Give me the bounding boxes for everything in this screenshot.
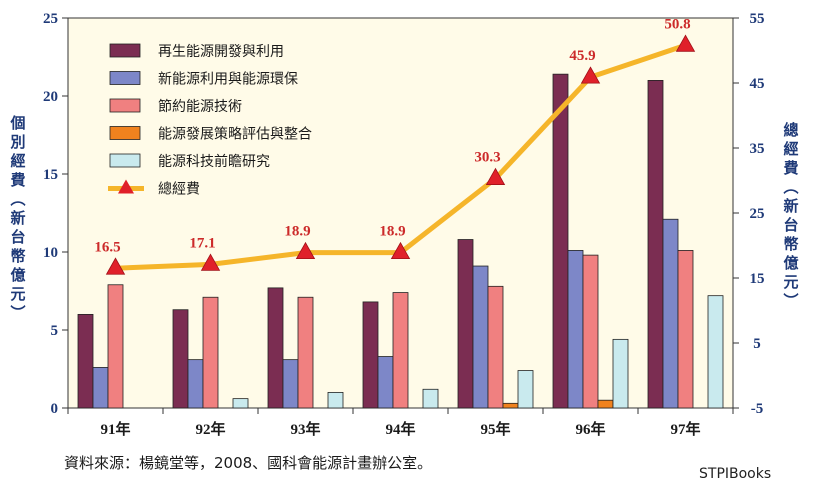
bar-1-4	[362, 301, 379, 409]
bar-3-4	[392, 292, 409, 409]
x-tick-label: 94年	[385, 420, 415, 438]
total-data-label: 16.5	[94, 239, 120, 255]
bar-2-5	[472, 265, 489, 409]
total-data-label: 18.9	[379, 224, 405, 240]
bar-5-3	[327, 391, 344, 409]
total-data-label: 50.8	[664, 16, 690, 32]
x-axis: 91年 92年 93年 94年 95年 96年 97年	[67, 408, 734, 438]
bar-2-6	[567, 250, 584, 409]
bar-3-5	[487, 285, 504, 409]
y-left-tick-label: 20	[43, 89, 58, 105]
source-note: 資料來源：楊鏡堂等，2008、國科會能源計畫辦公室。	[64, 454, 433, 472]
bar-5-5	[517, 370, 534, 409]
total-data-label: 17.1	[189, 235, 215, 251]
bar-2-4	[377, 356, 394, 409]
total-line-layer: 16.5 17.1 18.9 18.9 30.3 45.9 50.8	[94, 16, 696, 275]
legend-swatch	[109, 126, 141, 140]
bar-5-4	[422, 388, 439, 409]
legend-swatch	[109, 71, 141, 85]
y-left-tick-label: 10	[43, 245, 58, 261]
bar-layer	[77, 73, 724, 409]
legend-swatch	[109, 43, 141, 58]
bar-3-7	[677, 250, 694, 409]
total-marker	[295, 241, 316, 260]
bar-2-7	[662, 218, 679, 409]
legend-label: 新能源利用與能源環保	[158, 72, 298, 88]
bar-1-2	[172, 309, 189, 409]
y-right-tick-label: 55	[750, 11, 765, 27]
total-marker	[580, 66, 601, 84]
y-right-tick-label: 45	[750, 76, 765, 92]
x-tick-label: 97年	[670, 420, 700, 438]
x-tick-label: 92年	[195, 420, 225, 438]
legend-label: 再生能源開發與利用	[158, 44, 284, 60]
y-left-tick-label: 25	[43, 11, 58, 27]
bar-4-6	[597, 399, 614, 409]
y-axis-left-title: 個別經費︵新台幣億元︶	[9, 114, 25, 322]
y-axis-right: -5 5 15 25 35 45 55	[733, 11, 765, 417]
total-marker	[485, 167, 506, 185]
bar-1-1	[77, 313, 94, 409]
total-marker	[675, 34, 696, 52]
y-left-tick-label: 0	[51, 401, 59, 417]
y-left-tick-label: 5	[51, 323, 59, 339]
total-marker	[105, 257, 126, 275]
bar-3-3	[297, 296, 314, 409]
legend-label: 能源科技前瞻研究	[158, 153, 270, 170]
x-tick-label: 93年	[290, 420, 320, 438]
total-data-label: 45.9	[569, 48, 595, 64]
bar-3-2	[202, 296, 219, 409]
x-tick-label: 91年	[100, 420, 130, 438]
y-right-tick-label: 5	[753, 336, 761, 352]
bar-1-6	[552, 73, 569, 409]
bar-2-3	[282, 359, 299, 409]
total-data-label: 18.9	[284, 224, 310, 240]
y-left-tick-label: 15	[43, 167, 58, 183]
bar-1-5	[457, 239, 474, 409]
legend: 再生能源開發與利用新能源利用與能源環保節約能源技術能源發展策略評估與整合能源科技…	[108, 43, 312, 198]
watermark: STPIBooks	[699, 466, 772, 482]
legend-swatch	[109, 98, 141, 113]
legend-label: 能源發展策略評估與整合	[158, 126, 312, 143]
x-tick-label: 96年	[575, 420, 605, 438]
total-marker	[200, 253, 221, 271]
y-right-tick-label: 25	[750, 206, 765, 222]
legend-label: 節約能源技術	[158, 98, 242, 115]
y-axis-right-title: 總經費︵新台幣億元︶	[782, 121, 798, 310]
x-tick-label: 95年	[480, 420, 510, 438]
bar-1-7	[647, 80, 664, 409]
legend-label: 總經費	[158, 181, 200, 198]
bar-5-6	[612, 338, 629, 409]
bar-1-3	[267, 287, 284, 409]
bar-3-1	[107, 284, 124, 409]
bar-5-7	[707, 295, 724, 409]
bar-3-6	[582, 254, 599, 409]
bar-5-2	[232, 398, 249, 409]
bar-2-2	[187, 359, 204, 409]
bar-2-1	[92, 367, 109, 409]
y-right-tick-label: 15	[750, 271, 765, 287]
total-marker	[390, 241, 411, 260]
legend-marker	[118, 179, 134, 194]
y-right-tick-label: -5	[751, 401, 764, 417]
bar-4-5	[502, 402, 519, 409]
y-axis-left: 0 5 10 15 20 25	[43, 11, 68, 417]
legend-swatch	[109, 153, 141, 168]
total-data-label: 30.3	[474, 150, 500, 166]
y-right-tick-label: 35	[750, 141, 765, 157]
